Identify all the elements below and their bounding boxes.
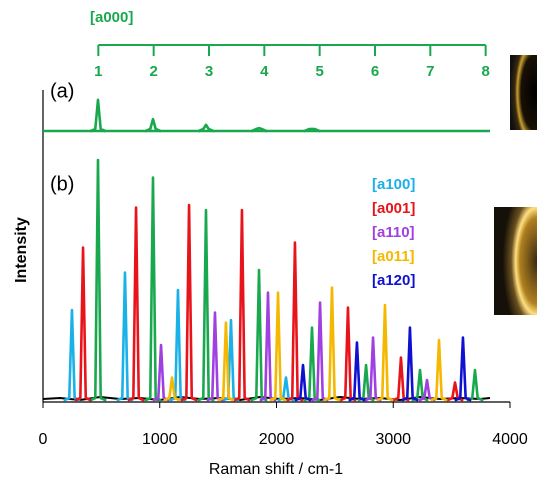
top-tick-label: 6 — [371, 63, 379, 80]
top-tick-label: 5 — [315, 63, 323, 80]
peak — [259, 291, 277, 402]
peak — [217, 321, 235, 402]
peak — [430, 338, 448, 402]
photo-a — [510, 55, 537, 130]
peak — [348, 341, 366, 402]
legend-entry: [a110] — [372, 224, 415, 241]
peak — [418, 378, 436, 402]
legend-entry: [a100] — [372, 176, 415, 193]
peak — [339, 306, 357, 402]
x-tick-label: 3000 — [375, 431, 411, 448]
x-tick-label: 0 — [39, 431, 48, 448]
peak — [197, 208, 215, 402]
peak — [311, 301, 329, 402]
peak — [454, 336, 472, 402]
legend-entry: [a120] — [372, 272, 415, 289]
peak — [116, 271, 134, 402]
x-tick-label: 1000 — [142, 431, 178, 448]
top-tick-label: 7 — [426, 63, 434, 80]
legend-entry: [a011] — [372, 248, 415, 265]
peak — [294, 363, 312, 402]
peak — [127, 206, 145, 402]
top-tick-label: 3 — [205, 63, 213, 80]
top-tick-label: 2 — [149, 63, 157, 80]
peak — [163, 376, 181, 402]
x-tick-label: 2000 — [259, 431, 295, 448]
peak — [89, 98, 107, 133]
peak — [323, 286, 341, 402]
peak — [303, 127, 321, 133]
peak — [74, 246, 92, 402]
peak — [144, 117, 162, 133]
peak — [392, 356, 410, 402]
legend-entry: [a001] — [372, 200, 415, 217]
peak — [206, 311, 224, 402]
top-tick-label: 8 — [481, 63, 489, 80]
photo-b — [494, 207, 537, 315]
peak — [364, 336, 382, 402]
top-axis-label: [a000] — [90, 9, 133, 26]
peak — [144, 176, 162, 402]
peak — [269, 291, 287, 402]
x-tick-label: 4000 — [492, 431, 528, 448]
top-tick-label: 1 — [94, 63, 102, 80]
panel-label: (a) — [50, 80, 74, 102]
peak — [286, 241, 304, 402]
peak — [89, 158, 107, 402]
peak — [376, 303, 394, 402]
x-axis-label: Raman shift / cm-1 — [209, 461, 343, 478]
top-tick-label: 4 — [260, 63, 269, 80]
panel-label: (b) — [50, 173, 74, 195]
peak — [250, 268, 268, 402]
y-axis-label: Intensity — [13, 217, 30, 283]
peak — [197, 123, 215, 133]
peak — [180, 203, 198, 402]
peak — [233, 208, 251, 402]
peak — [63, 308, 81, 402]
peak — [401, 326, 419, 402]
peak — [250, 126, 268, 133]
peak — [466, 368, 484, 402]
